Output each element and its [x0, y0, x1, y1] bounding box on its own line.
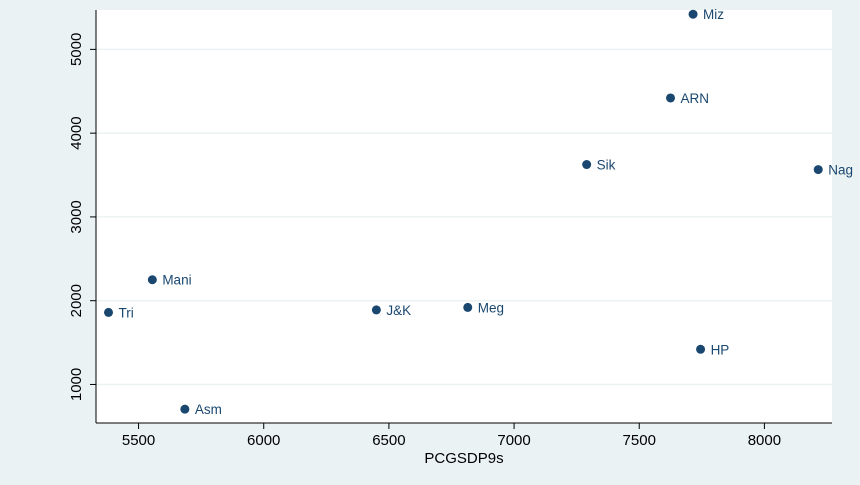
data-point: [696, 344, 706, 354]
data-point: [104, 307, 114, 317]
x-tick-label: 5500: [122, 432, 155, 449]
data-point-label: HP: [711, 342, 730, 357]
x-axis-ticks: 5500 6000 6500 7000 7500 8000: [122, 423, 781, 449]
data-point: [371, 305, 381, 315]
data-point-label: ARN: [681, 91, 710, 106]
x-tick-label: 7500: [623, 432, 656, 449]
data-point-label: Tri: [119, 305, 134, 320]
data-point-label: Sik: [597, 158, 616, 173]
y-tick-label: 5000: [68, 33, 85, 66]
data-point-label: Nag: [828, 163, 853, 178]
data-point: [582, 160, 592, 170]
x-tick-label: 8000: [748, 432, 781, 449]
y-tick-label: 3000: [68, 200, 85, 233]
y-tick-label: 1000: [68, 368, 85, 401]
grid-lines: [96, 48, 832, 386]
x-axis-title: PCGSDP9s: [424, 450, 503, 467]
x-tick-label: 6000: [247, 432, 280, 449]
data-point-label: Mani: [162, 273, 191, 288]
data-point: [180, 404, 190, 414]
y-axis-ticks: 1000 2000 3000 4000 5000: [68, 33, 96, 401]
data-point-label: J&K: [386, 303, 411, 318]
data-points: Tri Mani Asm J&K Meg Sik ARN Miz HP Nag: [104, 7, 853, 417]
data-point: [147, 275, 157, 285]
data-point-label: Asm: [195, 402, 222, 417]
data-point: [688, 9, 698, 19]
x-tick-label: 6500: [372, 432, 405, 449]
y-tick-label: 4000: [68, 116, 85, 149]
x-tick-label: 7000: [497, 432, 530, 449]
y-tick-label: 2000: [68, 284, 85, 317]
data-point: [813, 165, 823, 175]
data-point: [666, 93, 676, 103]
data-point: [463, 302, 473, 312]
data-point-label: Meg: [478, 300, 504, 315]
data-point-label: Miz: [703, 7, 724, 22]
